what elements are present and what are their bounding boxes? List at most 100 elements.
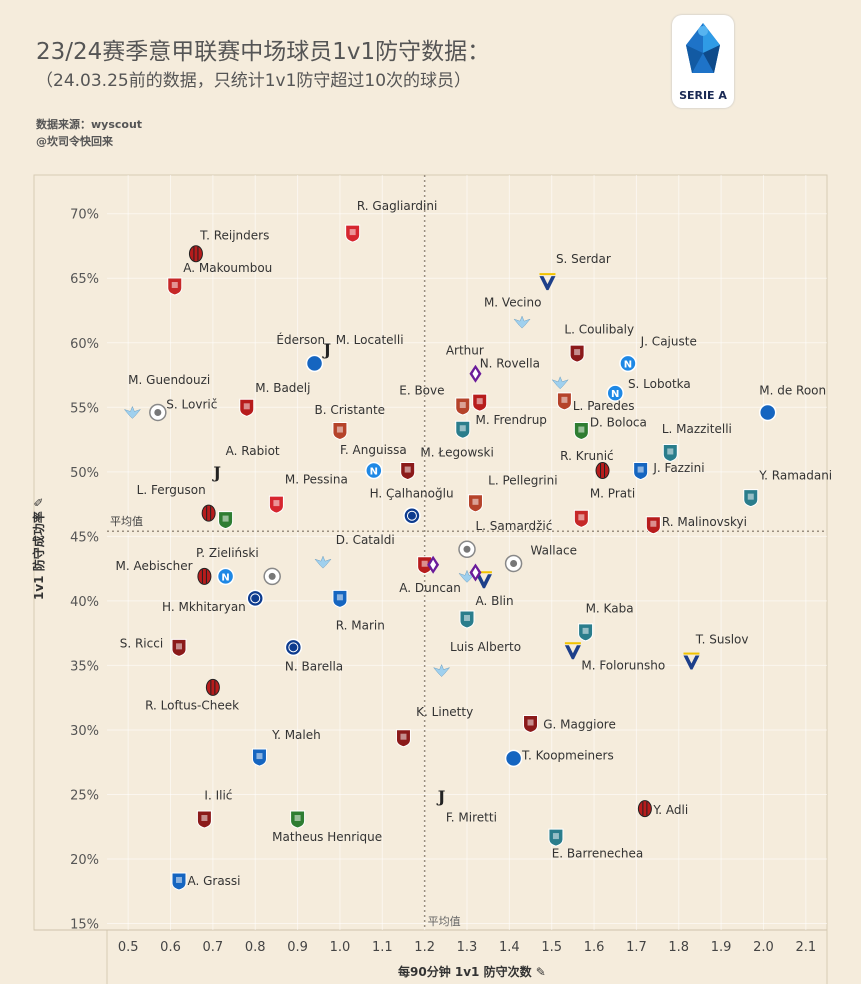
point-label: D. Cataldi (336, 533, 395, 547)
x-tick-label: 1.2 (414, 940, 435, 955)
torino-crest-icon (196, 810, 212, 829)
svg-text:J: J (321, 340, 331, 359)
point-labels: R. Gagliardini T. Reijnders A. Makoumbou S.… (115, 199, 832, 888)
grid (33, 174, 828, 984)
point-label: M. Guendouzi (128, 373, 210, 387)
napoli-crest-icon: N (606, 384, 624, 402)
y-tick-label: 35% (70, 659, 99, 674)
roma-crest-icon (467, 494, 483, 513)
monza-crest-icon (345, 224, 361, 243)
point-label: M. Prati (590, 487, 635, 501)
x-tick-label: 1.3 (457, 940, 478, 955)
lecce-crest-icon (578, 623, 594, 642)
empoli-crest-icon (332, 589, 348, 608)
frosinone-crest-icon (455, 420, 471, 439)
verona-crest-icon (539, 273, 556, 291)
point-label: L. Coulibaly (564, 323, 634, 337)
author-credit: @坎司令快回来 (36, 135, 113, 148)
point-label: A. Duncan (399, 581, 461, 595)
x-axis-label-text: 每90分钟 1v1 防守次数 (398, 965, 532, 979)
point-label: B. Cristante (315, 403, 386, 417)
x-tick-label: 2.0 (753, 940, 774, 955)
point-label: E. Barrenechea (552, 847, 644, 861)
torino-crest-icon (395, 729, 411, 748)
point-label: J. Cajuste (640, 334, 697, 348)
point-label: L. Mazzitelli (662, 422, 732, 436)
point-label: M. Aebischer (115, 559, 192, 573)
lazio-crest-icon (123, 405, 142, 419)
x-axis-label: 每90分钟 1v1 防守次数 ✎ (398, 965, 546, 979)
udinese-crest-icon (458, 540, 476, 559)
point-label: S. Lobotka (628, 377, 691, 391)
point-label: L. Samardžić (475, 519, 552, 533)
y-axis-label-text: 1v1 防守成功率 (32, 511, 46, 600)
point-label: A. Grassi (187, 874, 240, 888)
point-label: D. Boloca (590, 416, 647, 430)
svg-text:J: J (436, 787, 446, 806)
svg-text:N: N (624, 359, 632, 370)
lecce-crest-icon (459, 610, 475, 629)
chart-subtitle: （24.03.25前的数据，只统计1v1防守超过10次的球员） (36, 71, 472, 91)
roma-crest-icon (455, 397, 471, 416)
milan-crest-icon (637, 800, 652, 818)
point-label: Y. Ramadani (758, 469, 832, 483)
lazio-crest-icon (314, 555, 332, 569)
point-label: Éderson (276, 332, 325, 347)
point-label: T. Koopmeiners (521, 749, 614, 763)
axes: 0.5 0.6 0.7 0.8 0.9 1.0 1.1 1.2 1.3 1.4 1.5 1.6 1.7 1… (70, 208, 816, 955)
point-label: I. Ilić (204, 789, 232, 803)
point-label: G. Maggiore (543, 718, 616, 732)
x-tick-label: 1.6 (584, 940, 605, 955)
inter-crest-icon (284, 638, 303, 657)
inter-crest-icon (403, 506, 421, 525)
udinese-crest-icon (504, 554, 523, 573)
y-tick-label: 25% (70, 788, 99, 803)
y-axis-label: 1v1 防守成功率 ✎ (32, 497, 46, 600)
fiorentina-crest-icon (427, 555, 440, 574)
y-tick-label: 40% (70, 595, 99, 610)
verona-crest-icon (564, 642, 581, 660)
y-tick-label: 65% (70, 272, 99, 287)
point-label: M. Locatelli (336, 333, 404, 347)
x-tick-label: 1.1 (372, 940, 393, 955)
verona-crest-icon (475, 571, 492, 589)
point-label: R. Loftus-Cheek (145, 698, 239, 712)
point-label: J. Fazzini (652, 461, 704, 475)
genoa-crest-icon (645, 516, 661, 535)
data-points: J N N J N N J (123, 224, 777, 891)
x-tick-label: 1.8 (668, 940, 689, 955)
y-tick-label: 30% (70, 724, 99, 739)
point-label: Matheus Henrique (272, 830, 382, 844)
point-label: T. Reijnders (199, 229, 269, 243)
empoli-crest-icon (251, 748, 267, 767)
point-label: L. Pellegrini (488, 474, 557, 488)
x-tick-label: 1.4 (499, 940, 520, 955)
milan-crest-icon (595, 462, 610, 480)
point-label: M. de Roon (759, 383, 826, 397)
juventus-crest-icon: J (321, 340, 331, 359)
lazio-crest-icon (551, 376, 569, 390)
napoli-crest-icon: N (365, 461, 383, 480)
y-tick-label: 45% (70, 530, 99, 545)
atalanta-crest-icon (504, 749, 523, 768)
x-tick-label: 1.9 (711, 940, 732, 955)
point-label: M. Kaba (586, 602, 634, 616)
frosinone-crest-icon (662, 443, 678, 462)
y-tick-label: 50% (70, 466, 99, 481)
point-label: M. Łegowski (420, 445, 493, 459)
y-tick-label: 15% (70, 918, 99, 933)
genoa-crest-icon (239, 398, 255, 417)
point-label: K. Linetty (416, 705, 473, 719)
atalanta-crest-icon (305, 354, 324, 373)
point-label: N. Barella (285, 660, 343, 674)
point-label: P. Zieliński (196, 546, 259, 560)
salernitana-crest-icon (400, 462, 416, 481)
point-label: F. Anguissa (340, 443, 407, 457)
cagliari-crest-icon (573, 509, 589, 528)
fiorentina-crest-icon (469, 364, 482, 383)
napoli-crest-icon: N (619, 354, 637, 373)
point-label: H. Çalhanoğlu (370, 487, 454, 501)
juventus-crest-icon: J (211, 463, 221, 482)
point-label: E. Bove (399, 383, 444, 397)
chart-title: 23/24赛季意甲联赛中场球员1v1防守数据： (36, 39, 491, 65)
